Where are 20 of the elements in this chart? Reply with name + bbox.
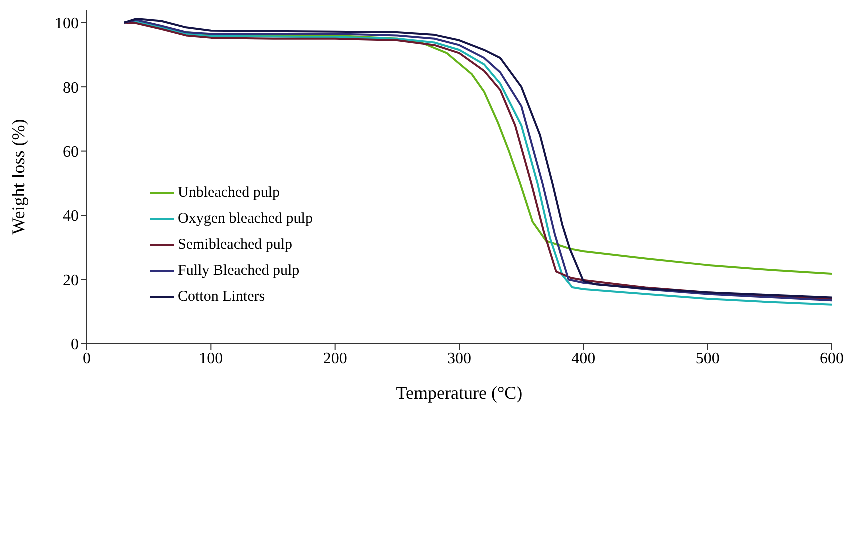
legend-label: Fully Bleached pulp <box>178 262 300 280</box>
x-tick-label: 300 <box>448 350 472 368</box>
legend-label: Unbleached pulp <box>178 184 280 202</box>
y-tick-label: 0 <box>71 336 79 354</box>
x-tick-label: 500 <box>696 350 720 368</box>
y-tick-label: 20 <box>63 272 79 290</box>
y-axis-title: Weight loss (%) <box>8 119 28 235</box>
y-tick-label: 40 <box>63 208 79 226</box>
legend-label: Semibleached pulp <box>178 236 293 254</box>
y-tick-label: 80 <box>63 80 79 97</box>
x-tick-label: 400 <box>572 350 596 368</box>
legend-label: Cotton Linters <box>178 288 266 306</box>
x-tick-label: 100 <box>199 350 224 368</box>
x-axis-title: Temperature (°C) <box>396 383 523 403</box>
y-tick-label: 60 <box>63 144 79 161</box>
x-tick-label: 600 <box>820 350 844 368</box>
x-tick-label: 200 <box>323 350 348 368</box>
y-tick-label: 100 <box>55 16 79 33</box>
legend-label: Oxygen bleached pulp <box>178 210 313 228</box>
x-tick-label: 0 <box>83 350 91 368</box>
